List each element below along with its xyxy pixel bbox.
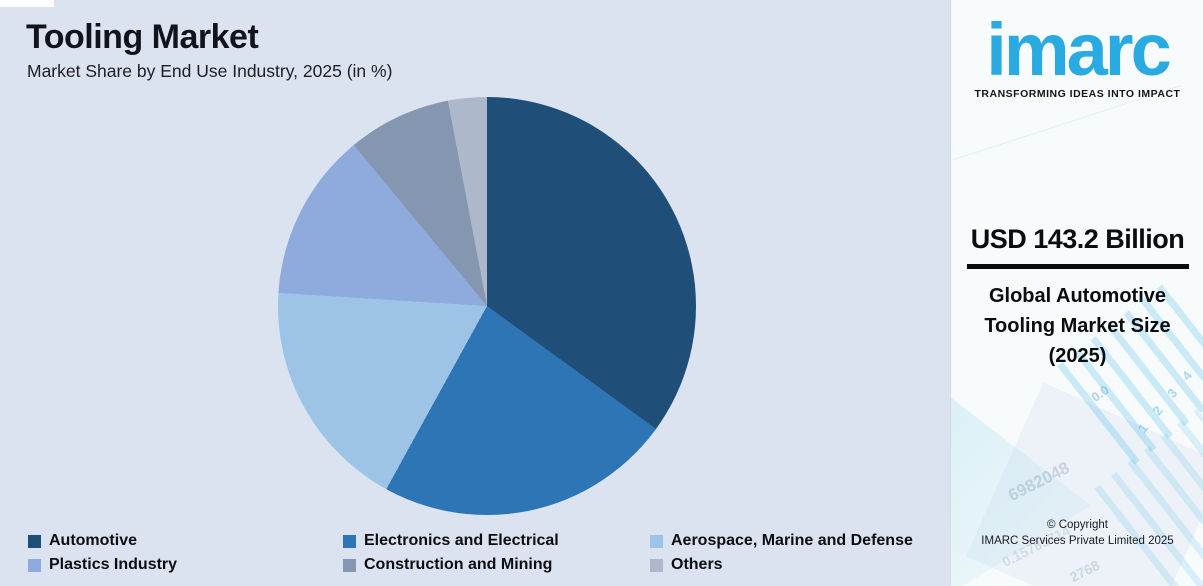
legend-swatch: [343, 558, 356, 572]
corner-artifact: [0, 0, 54, 7]
legend-label: Electronics and Electrical: [364, 532, 559, 549]
decor-shape: [966, 382, 1203, 586]
divider-rule: [966, 264, 1189, 269]
legend-item: Others: [650, 553, 913, 577]
brand-sidebar: 6982048 0.15785714 2768 0.0 1 2 3 4 imarc TR…: [950, 0, 1203, 586]
imarc-tagline: TRANSFORMING IDEAS INTO IMPACT: [974, 88, 1181, 100]
copyright: © Copyright IMARC Services Private Limit…: [951, 519, 1203, 547]
watermark-text: 0.0: [1088, 382, 1112, 405]
legend-swatch: [28, 534, 41, 548]
legend-item: Construction and Mining: [343, 553, 559, 577]
legend-label: Others: [671, 556, 723, 573]
copyright-line1: © Copyright: [1047, 519, 1108, 531]
legend-label: Construction and Mining: [364, 556, 553, 573]
legend-swatch: [650, 534, 663, 548]
legend-swatch: [28, 558, 41, 572]
market-size-callout: USD 143.2 Billion Global Automotive Tool…: [951, 224, 1203, 371]
chart-title: Tooling Market: [26, 18, 259, 56]
decor-shape: [951, 390, 1091, 586]
pie-chart: [278, 97, 696, 515]
decor-line: [952, 85, 1203, 245]
market-size-label: Global Automotive Tooling Market Size (2…: [984, 285, 1171, 367]
legend-item: Electronics and Electrical: [343, 529, 559, 553]
watermark-text: 2768: [1067, 556, 1103, 586]
legend-item: Plastics Industry: [28, 553, 177, 577]
legend-column-3: Aerospace, Marine and Defense Others: [650, 529, 913, 577]
copyright-line2: IMARC Services Private Limited 2025: [981, 535, 1174, 547]
chart-subtitle: Market Share by End Use Industry, 2025 (…: [27, 61, 393, 81]
legend-label: Aerospace, Marine and Defense: [671, 532, 913, 549]
watermark-text: 1 2 3 4: [1134, 363, 1199, 436]
legend-column-1: Automotive Plastics Industry: [28, 529, 177, 577]
imarc-logo: imarc TRANSFORMING IDEAS INTO IMPACT: [951, 8, 1203, 100]
market-size-value: USD 143.2 Billion: [970, 224, 1185, 254]
legend-swatch: [343, 534, 356, 548]
legend-column-2: Electronics and Electrical Construction a…: [343, 529, 559, 577]
legend-item: Aerospace, Marine and Defense: [650, 529, 913, 553]
decor-bar-chart-stripes: [1094, 409, 1203, 586]
legend-item: Automotive: [28, 529, 177, 553]
legend-label: Plastics Industry: [49, 556, 178, 573]
watermark-text: 6982048: [1005, 458, 1073, 506]
legend-swatch: [650, 558, 663, 572]
legend: Automotive Plastics Industry Electronics …: [0, 529, 950, 581]
legend-label: Automotive: [49, 532, 137, 549]
imarc-logo-text: imarc: [986, 8, 1171, 91]
chart-area: Tooling Market Market Share by End Use I…: [0, 0, 950, 581]
